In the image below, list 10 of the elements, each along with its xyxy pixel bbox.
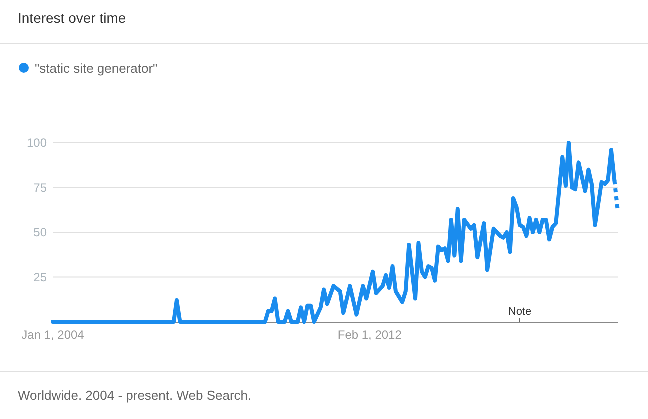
y-tick-label: 50 [34,226,48,240]
y-tick-label: 100 [26,136,48,150]
chart-title: Interest over time [18,10,126,26]
y-tick-label: 75 [34,180,48,195]
legend-label: "static site generator" [35,61,158,76]
x-tick-label: Feb 1, 2012 [338,328,402,342]
text: Worldwide. 2004 - present. Web Search. [18,388,252,403]
y-tick-label: 25 [34,270,48,284]
x-tick-label: Jan 1, 2004 [22,328,85,342]
annotation: Note [508,306,532,318]
